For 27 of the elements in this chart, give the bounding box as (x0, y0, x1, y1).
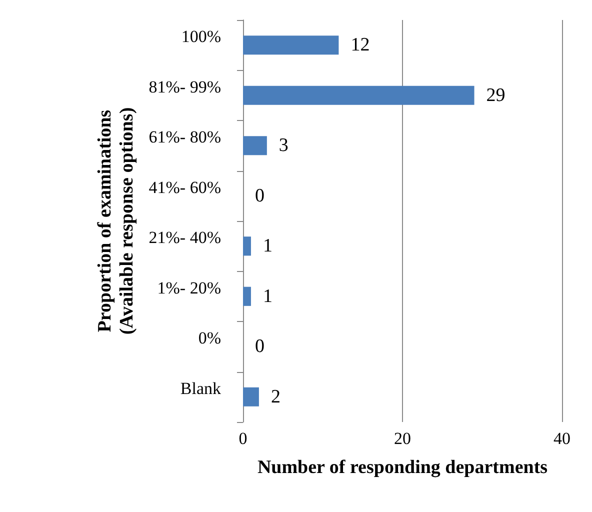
y-tick-label: 81%- 99% (148, 77, 221, 96)
y-tick-label: 41%- 60% (148, 178, 221, 197)
y-tick-label: 1%- 20% (157, 278, 221, 298)
y-tick-label: Blank (180, 378, 222, 398)
bar (243, 136, 267, 156)
data-label: 0 (255, 185, 264, 206)
data-label: 12 (350, 34, 370, 56)
bar (243, 236, 251, 256)
x-tick-label: 0 (238, 429, 248, 448)
y-tick-label: 61%- 80% (148, 128, 221, 147)
y-axis-title: Proportion of examinations (Available response options) (94, 107, 138, 335)
data-label: 1 (262, 236, 272, 257)
data-label: 3 (278, 135, 288, 156)
x-tick-label: 40 (554, 429, 570, 448)
bar (243, 36, 339, 55)
y-tick-label: 21%- 40% (148, 228, 221, 248)
x-tick-label: 20 (394, 429, 411, 448)
data-label: 0 (255, 336, 264, 358)
y-tick-label: 100% (181, 27, 221, 46)
y-tick-label: 0% (198, 328, 221, 348)
x-axis-title: Number of responding departments (257, 457, 548, 478)
bar (243, 286, 251, 306)
data-label: 2 (270, 386, 280, 408)
data-label: 1 (262, 286, 272, 307)
bar (243, 387, 259, 406)
data-label: 29 (486, 84, 506, 106)
bar (243, 86, 474, 105)
